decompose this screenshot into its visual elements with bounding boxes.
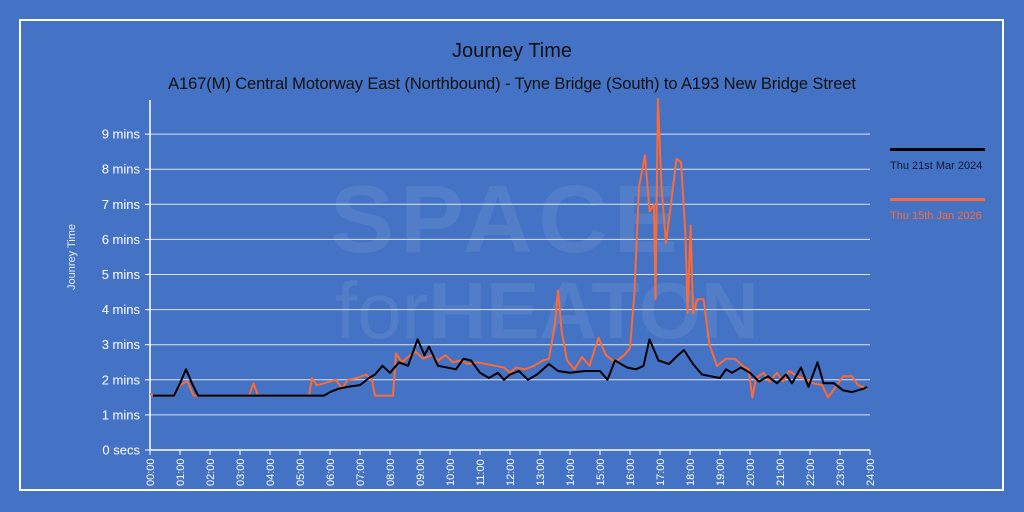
chart-subtitle: A167(M) Central Motorway East (Northboun… <box>168 75 856 93</box>
x-axis-ticks: 00:00 01:00 02:00 03:00 04:00 05:00 06:00 07:00… <box>145 450 877 486</box>
x-tick-label: 05:00 <box>295 458 307 486</box>
x-tick-label: 21:00 <box>775 458 787 486</box>
series-lines <box>149 98 868 399</box>
x-tick-label: 02:00 <box>205 458 217 486</box>
x-tick-label: 15:00 <box>595 458 607 486</box>
y-tick-label: 3 mins <box>102 337 141 352</box>
y-tick-label: 7 mins <box>102 197 141 212</box>
x-tick-label: 11:00 <box>475 459 487 486</box>
chart-title: Journey Time <box>451 40 573 62</box>
y-tick-label: 8 mins <box>102 162 141 177</box>
x-tick-label: 08:00 <box>385 458 397 486</box>
x-tick-label: 22:00 <box>805 458 817 486</box>
chart-frame <box>19 19 1004 491</box>
legend-label-2026: Thu 15th Jan 2026 <box>890 210 982 222</box>
x-tick-label: 13:00 <box>535 458 547 486</box>
series-line-2024 <box>153 338 868 397</box>
x-tick-label: 09:00 <box>415 458 427 486</box>
legend-swatch-2026 <box>890 198 985 201</box>
x-tick-label: 14:00 <box>565 458 577 486</box>
y-tick-label: 5 mins <box>102 267 141 282</box>
x-tick-label: 01:00 <box>175 458 187 486</box>
x-tick-label: 06:00 <box>325 458 337 486</box>
y-axis-ticks: 0 secs 1 mins 2 mins 3 mins 4 mins 5 mins 6 mi… <box>102 127 150 458</box>
y-tick-label: 4 mins <box>102 302 141 317</box>
x-tick-label: 04:00 <box>265 458 277 486</box>
legend-swatch-2024 <box>890 148 985 151</box>
x-tick-label: 17:00 <box>655 458 667 486</box>
x-tick-label: 20:00 <box>745 458 757 486</box>
x-tick-label: 24:00 <box>865 458 877 486</box>
x-tick-label: 03:00 <box>235 458 247 486</box>
gridlines <box>150 133 870 416</box>
x-tick-label: 12:00 <box>505 458 517 486</box>
x-tick-label: 10:00 <box>445 458 457 486</box>
x-tick-label: 00:00 <box>145 458 157 486</box>
x-tick-label: 16:00 <box>625 458 637 486</box>
series-line-2026 <box>149 98 868 399</box>
x-tick-label: 18:00 <box>685 458 697 486</box>
x-tick-label: 23:00 <box>835 458 847 486</box>
y-tick-label: 9 mins <box>102 127 141 142</box>
x-tick-label: 07:00 <box>355 458 367 486</box>
y-tick-label: 6 mins <box>102 232 141 247</box>
y-tick-label: 1 mins <box>102 407 141 422</box>
y-tick-label: 0 secs <box>102 443 140 458</box>
x-tick-label: 19:00 <box>715 458 727 486</box>
y-tick-label: 2 mins <box>102 372 141 387</box>
legend-label-2024: Thu 21st Mar 2024 <box>890 160 983 172</box>
